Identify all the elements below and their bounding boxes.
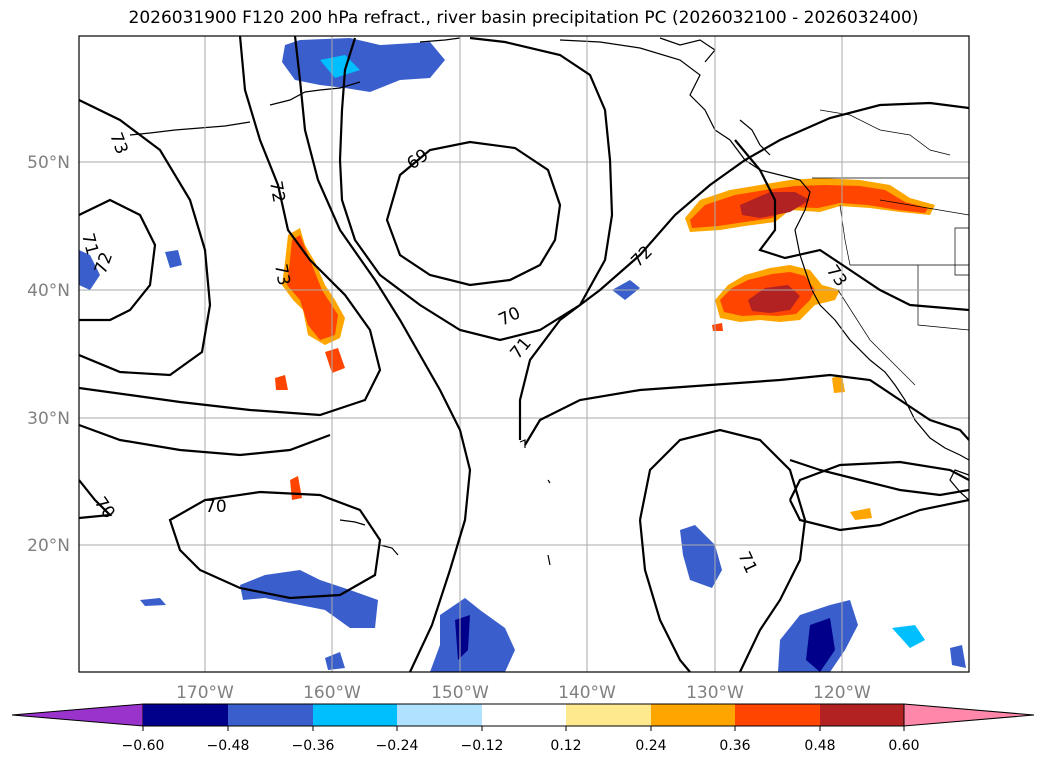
contour-70-east bbox=[524, 373, 969, 446]
colorbar-tick-label: −0.36 bbox=[292, 738, 335, 754]
lon-label: 130°W bbox=[686, 683, 744, 703]
colorbar-tick-label: 0.36 bbox=[719, 738, 750, 754]
colorbar-tick-label: −0.24 bbox=[376, 738, 419, 754]
contour-72 bbox=[79, 36, 382, 417]
contour-73-outer bbox=[79, 99, 212, 377]
colorbar-segment bbox=[820, 704, 904, 726]
colorbar-tick-label: 0.12 bbox=[550, 738, 581, 754]
contour-69 bbox=[385, 140, 562, 287]
precip-positive-areas bbox=[275, 178, 935, 520]
lat-label: 20°N bbox=[27, 536, 70, 556]
lat-label: 50°N bbox=[27, 153, 70, 173]
colorbar-tick-label: 0.60 bbox=[888, 738, 919, 754]
contour-71-south bbox=[638, 428, 807, 672]
latitude-labels: 50°N 40°N 30°N 20°N bbox=[27, 153, 70, 556]
colorbar: −0.60 −0.48 −0.36 −0.24 −0.12 0.12 0.24 … bbox=[11, 703, 1035, 754]
colorbar-segment bbox=[143, 704, 228, 726]
lon-label: 160°W bbox=[303, 683, 361, 703]
contour-72-right bbox=[734, 139, 969, 312]
colorbar-extend-low bbox=[11, 703, 144, 727]
colorbar-segment bbox=[228, 704, 313, 726]
precip-area bbox=[282, 38, 445, 92]
precip-negative-areas bbox=[79, 38, 966, 672]
contour-71-south-west bbox=[638, 519, 691, 672]
colorbar-tick-label: −0.12 bbox=[461, 738, 504, 754]
contour-73-right bbox=[789, 458, 969, 497]
refractivity-contours bbox=[79, 36, 969, 672]
contour-label: 71 bbox=[77, 231, 102, 257]
map-title: 2026031900 F120 200 hPa refract., river … bbox=[128, 8, 919, 28]
colorbar-ticks bbox=[142, 726, 905, 731]
colorbar-segment bbox=[482, 704, 566, 726]
contour-71-center bbox=[293, 36, 472, 672]
map-background bbox=[79, 36, 969, 672]
contour-label: 73 bbox=[270, 262, 293, 287]
contour-70-south bbox=[79, 423, 331, 457]
lon-label: 150°W bbox=[431, 683, 489, 703]
lon-label: 170°W bbox=[176, 683, 234, 703]
contour-label: 72 bbox=[265, 179, 288, 204]
colorbar-segment bbox=[313, 704, 397, 726]
contour-70-north bbox=[338, 36, 614, 342]
graticule bbox=[79, 36, 969, 672]
contour-70-left-edge bbox=[79, 479, 113, 520]
colorbar-segment bbox=[397, 704, 482, 726]
colorbar-extend-high bbox=[903, 703, 1035, 727]
colorbar-tick-label: −0.60 bbox=[122, 738, 165, 754]
lon-label: 140°W bbox=[558, 683, 616, 703]
colorbar-segment bbox=[735, 704, 820, 726]
colorbar-tick-label: −0.48 bbox=[207, 738, 250, 754]
colorbar-segment bbox=[566, 704, 651, 726]
lon-label: 120°W bbox=[813, 683, 871, 703]
longitude-labels: 170°W 160°W 150°W 140°W 130°W 120°W bbox=[176, 683, 871, 703]
lat-label: 40°N bbox=[27, 281, 70, 301]
contour-71-right bbox=[518, 101, 969, 440]
colorbar-tick-label: 0.24 bbox=[635, 738, 666, 754]
colorbar-tick-label: 0.48 bbox=[804, 738, 835, 754]
contour-label: 70 bbox=[205, 497, 227, 517]
contour-73-left bbox=[79, 198, 157, 322]
contour-71-lower-right-b bbox=[789, 498, 969, 532]
colorbar-segment bbox=[651, 704, 735, 726]
map-frame bbox=[78, 35, 970, 673]
lat-label: 30°N bbox=[27, 409, 70, 429]
contour-70-island bbox=[168, 490, 382, 600]
contour-71-lower-right bbox=[789, 460, 969, 501]
